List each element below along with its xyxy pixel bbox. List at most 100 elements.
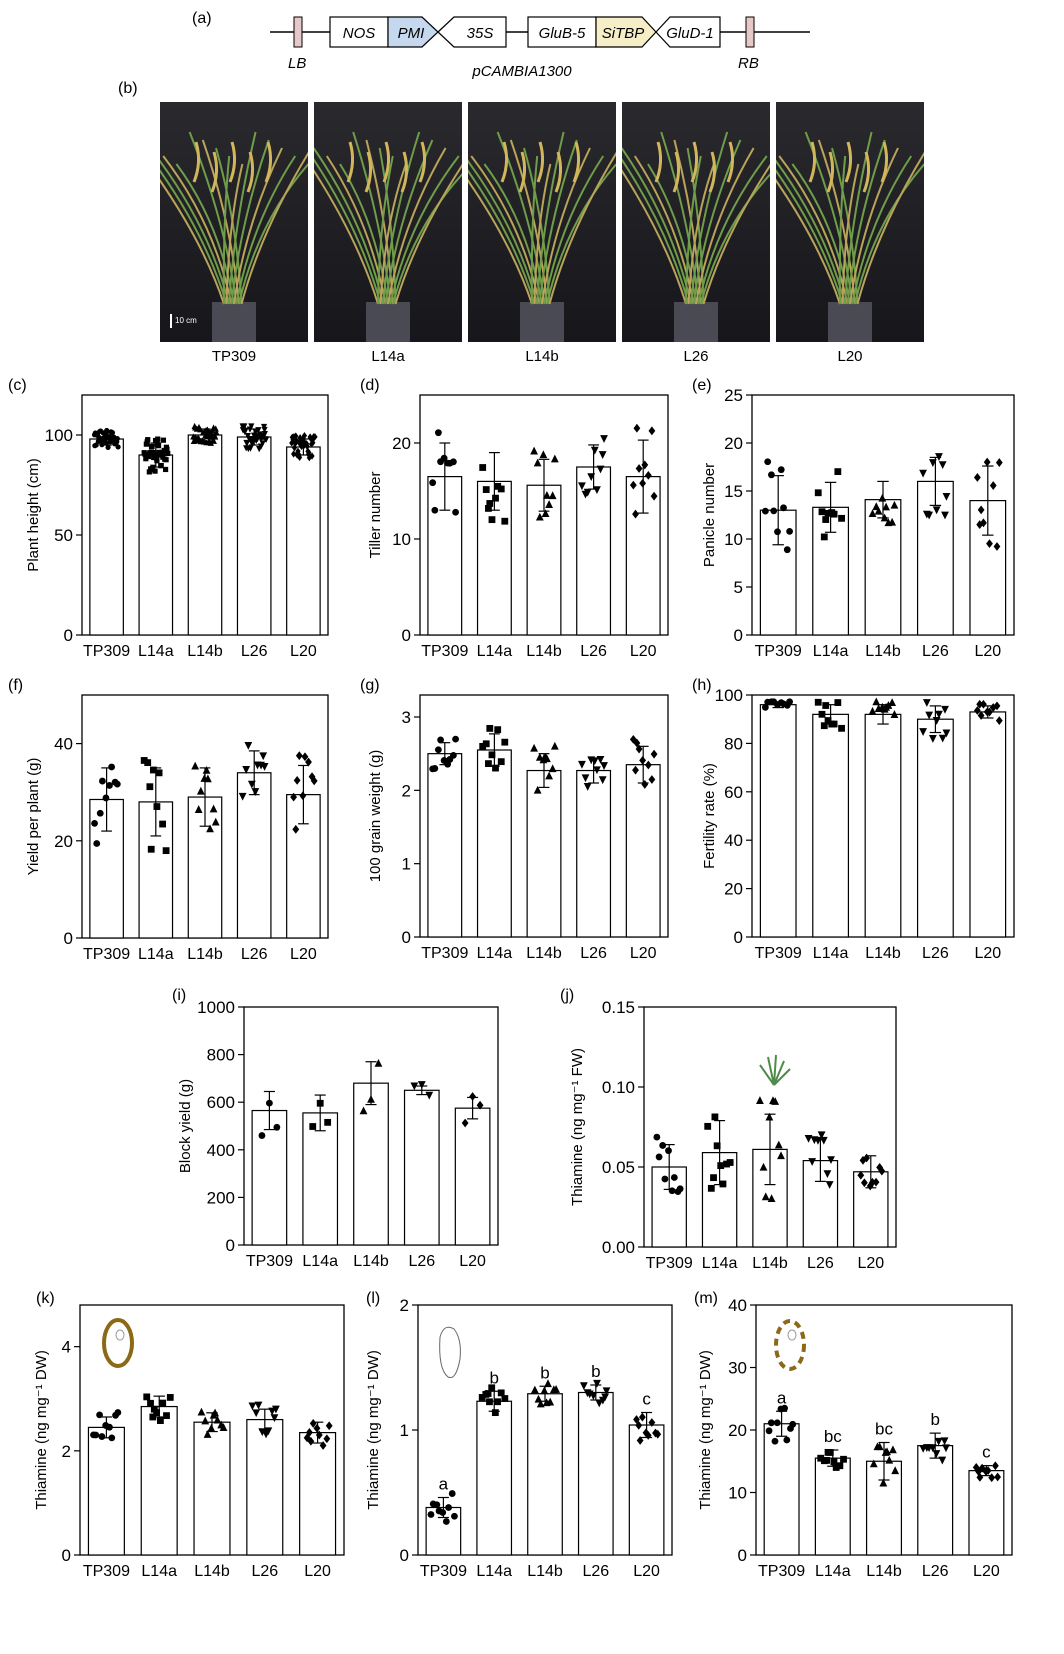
y-tick-label: 0 <box>738 1546 747 1565</box>
panel-label-m: (m) <box>694 1290 718 1307</box>
data-point <box>822 702 830 709</box>
data-point <box>304 440 310 448</box>
data-point <box>241 423 248 430</box>
data-point <box>710 1174 717 1182</box>
data-point <box>980 699 987 709</box>
data-point <box>587 473 596 482</box>
data-point <box>761 1192 770 1201</box>
data-point <box>536 1399 545 1408</box>
plant-stem <box>541 147 591 305</box>
data-point <box>925 1444 933 1453</box>
bar <box>236 436 272 636</box>
y-tick-label: 20 <box>54 832 73 851</box>
data-point <box>247 445 254 452</box>
data-point <box>194 805 203 813</box>
data-point <box>452 735 459 743</box>
y-tick-label: 0 <box>734 928 743 947</box>
bar <box>89 438 124 636</box>
chart-thiamine-leaf: 0.00 0.05 0.10 0.15 Thiamine (ng mg⁻¹ FW) TP3… <box>569 998 897 1272</box>
data-points <box>190 422 220 446</box>
bar <box>299 1432 337 1556</box>
data-point <box>940 1437 949 1446</box>
y-axis-label: Fertility rate (%) <box>701 763 718 869</box>
data-points <box>868 493 899 527</box>
data-point <box>492 764 499 772</box>
x-tick-label: L14a <box>138 946 174 963</box>
data-point <box>765 1112 774 1121</box>
plant-stem <box>238 163 308 305</box>
data-points <box>868 697 899 718</box>
data-point <box>884 518 893 527</box>
data-point <box>479 464 487 471</box>
data-point <box>780 504 787 512</box>
plant-stem <box>697 155 768 305</box>
data-point <box>941 511 949 520</box>
data-points <box>289 432 318 462</box>
data-point <box>103 440 109 446</box>
vector-label: pCAMBIA1300 <box>471 63 572 80</box>
pmi-label: PMI <box>398 25 425 42</box>
data-point <box>93 840 101 847</box>
panicle <box>364 151 373 193</box>
data-point <box>482 740 490 748</box>
data-point <box>272 1405 280 1414</box>
plant-stem <box>543 155 605 305</box>
bar <box>853 1171 889 1248</box>
data-point <box>938 734 947 743</box>
data-point <box>786 698 793 706</box>
plant-stem <box>690 131 729 305</box>
data-point <box>437 736 444 744</box>
data-point <box>484 1390 492 1397</box>
data-point <box>486 724 494 732</box>
y-tick-label: 200 <box>207 1188 235 1207</box>
plant-stem <box>225 163 244 305</box>
data-point <box>105 444 111 450</box>
data-point <box>711 1113 719 1121</box>
data-point <box>144 439 150 445</box>
panicle <box>518 151 527 193</box>
data-point <box>868 706 877 715</box>
panel-label-i: (i) <box>172 987 187 1004</box>
data-point <box>251 788 260 796</box>
data-point <box>834 468 842 476</box>
x-tick-label: TP309 <box>420 1563 467 1580</box>
panicle <box>880 141 889 183</box>
bar <box>246 1418 284 1556</box>
plant-stem <box>622 169 687 305</box>
data-point <box>445 1504 452 1511</box>
data-point <box>266 1099 273 1107</box>
x-tick-label: L14b <box>194 1563 230 1580</box>
data-point <box>206 824 214 833</box>
data-point <box>309 436 315 445</box>
plant-stem <box>468 178 533 305</box>
data-points <box>919 453 951 520</box>
data-point <box>485 760 492 768</box>
data-point <box>146 783 154 791</box>
data-point <box>497 758 505 766</box>
plant-photos: TP309 L14a L14b L26 L20 10 cm <box>160 100 950 365</box>
data-point <box>197 1407 206 1416</box>
data-points <box>479 724 509 772</box>
data-point <box>596 465 605 474</box>
panicle <box>726 141 735 183</box>
data-point <box>207 1423 216 1432</box>
data-point <box>545 500 553 508</box>
data-points <box>143 1393 174 1424</box>
x-tick-label: L14b <box>866 1563 902 1580</box>
data-point <box>114 1409 122 1416</box>
panel-label-a: (a) <box>192 10 212 27</box>
data-point <box>919 469 927 478</box>
chart-grain-weight: 0 1 2 3 100 grain weight (g) TP309 L14a L14b L26… <box>367 694 669 962</box>
data-point <box>310 776 318 786</box>
data-point <box>488 1384 496 1392</box>
bar <box>476 749 512 938</box>
plant-stem <box>160 178 225 305</box>
chart-thiamine-endosperm: 0 1 2 Thiamine (ng mg⁻¹ DW) a TP309 b L14a b L14b… <box>365 1296 673 1580</box>
data-points <box>578 755 608 791</box>
plant-stem <box>379 163 407 305</box>
x-tick-label: TP309 <box>758 1563 805 1580</box>
data-point <box>486 1398 493 1406</box>
data-point <box>144 759 152 767</box>
